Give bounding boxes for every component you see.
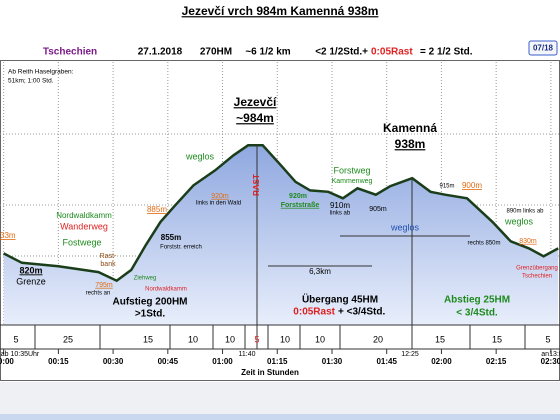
- annotation: 938m: [395, 137, 426, 151]
- annotation: Jezevčí: [234, 95, 277, 109]
- annotation: 885m: [147, 205, 167, 214]
- annotation: links ab: [330, 211, 351, 217]
- annotation: + <3/4Std.: [338, 307, 385, 318]
- annotation: 0:05Rast: [293, 307, 335, 318]
- annotation: rechts 850m: [467, 241, 500, 247]
- x-tick-label: 00:30: [103, 357, 124, 366]
- annotation: Aufstieg 200HM: [112, 297, 187, 308]
- x-tick-label: 01:45: [376, 357, 397, 366]
- annotation: >1Std.: [135, 309, 166, 320]
- segment-duration: 10: [225, 334, 235, 344]
- x-tick-label: 00:00: [0, 357, 14, 366]
- annotation: 920m: [211, 193, 229, 200]
- annotation: 830m: [519, 238, 537, 245]
- annotation: 33m: [0, 231, 16, 240]
- annotation: Forststraße: [281, 202, 320, 209]
- annotation: Tschechien: [522, 274, 552, 280]
- segment-duration: 25: [63, 334, 73, 344]
- segment-duration: 10: [280, 334, 290, 344]
- segment-duration: 15: [143, 334, 153, 344]
- annotation: Ziehweg: [134, 276, 157, 282]
- annotation: Forstweg: [333, 165, 370, 175]
- subtitle-part: 27.1.2018: [138, 47, 183, 58]
- segment-duration: 10: [315, 334, 325, 344]
- x-tick-label: 00:15: [48, 357, 69, 366]
- annotation: < 3/4Std.: [456, 308, 498, 319]
- annotation: Fostwege: [62, 237, 101, 247]
- annotation: 855m: [161, 233, 181, 242]
- footer-band: [0, 382, 560, 420]
- annotation: ~984m: [236, 111, 274, 125]
- annotation: 820m: [19, 265, 42, 275]
- annotation: Rast-: [100, 253, 117, 260]
- annotation: 11:40: [239, 351, 256, 358]
- annotation: 890m links ab: [506, 209, 544, 215]
- x-axis-label: Zeit in Stunden: [241, 368, 299, 377]
- x-tick-label: 02:00: [431, 357, 452, 366]
- page-badge: [528, 40, 558, 56]
- segment-duration: 5: [254, 334, 259, 344]
- segment-duration: 15: [435, 334, 445, 344]
- plot: [3, 62, 559, 325]
- annotation: Wanderweg: [60, 221, 108, 231]
- annotation: 12:25: [401, 351, 419, 358]
- x-tick-label: 01:30: [322, 357, 343, 366]
- annotation: Kamenná: [383, 121, 437, 135]
- footer-strip: [0, 414, 560, 420]
- annotation: 900m: [462, 181, 482, 190]
- annotation: weglos: [185, 151, 215, 161]
- x-tick-label: 02:15: [486, 357, 507, 366]
- annotation: an13:0: [541, 351, 560, 358]
- subtitle-part: ~6 1/2 km: [245, 47, 290, 58]
- page-number: 07/18: [533, 44, 554, 53]
- segment-duration: 5: [13, 334, 18, 344]
- annotation: rechts an: [86, 291, 111, 297]
- annotation: Übergang 45HM: [302, 293, 378, 306]
- segment-duration: 20: [373, 334, 383, 344]
- subtitle-part: = 2 1/2 Std.: [420, 47, 473, 58]
- annotation: 795m: [95, 282, 113, 289]
- segment-duration: 15: [492, 334, 502, 344]
- annotation: Nordwaldkamm: [145, 287, 187, 293]
- x-tick-label: 01:15: [267, 357, 288, 366]
- annotation: bank: [100, 261, 116, 268]
- annotation: Abstieg 25HM: [444, 295, 510, 306]
- annotation: 920m: [289, 193, 307, 200]
- annotation: Forststr. erreich: [160, 245, 202, 251]
- subtitle-part: Tschechien: [43, 47, 97, 58]
- annotation: 51km; 1:00 Std.: [8, 78, 54, 85]
- annotation: links in den Wald: [196, 201, 241, 207]
- annotation: Ab Reith Haselgraben:: [8, 69, 74, 76]
- annotation: Kammenweg: [332, 178, 373, 185]
- x-tick-label: 00:45: [158, 357, 179, 366]
- x-tick-label: 01:00: [212, 357, 233, 366]
- segment-duration: 10: [188, 334, 198, 344]
- annotation: weglos: [390, 222, 420, 232]
- annotation: 905m: [369, 206, 387, 213]
- elevation-line: [3, 144, 559, 283]
- chart-title: Jezevčí vrch 984m Kamenná 938m: [182, 4, 379, 18]
- annotation: ab 10:35Uhr: [1, 351, 40, 358]
- x-tick-label: 02:30: [541, 357, 560, 366]
- annotation: Nordwaldkamm: [56, 211, 112, 220]
- subtitle-part: 270HM: [200, 47, 232, 58]
- subtitle-part: 0:05Rast: [371, 47, 413, 58]
- annotation: RAST: [252, 174, 261, 196]
- subtitle-part: <2 1/2Std.+: [315, 47, 368, 58]
- annotation: 915m: [439, 184, 454, 190]
- annotation: weglos: [504, 216, 534, 226]
- elevation-area: [3, 145, 559, 325]
- annotation: Grenzübergang: [516, 266, 558, 272]
- annotation: Grenze: [16, 276, 46, 286]
- annotation: 6,3km: [309, 267, 331, 276]
- annotation: 910m: [330, 201, 350, 210]
- segment-duration: 5: [545, 334, 550, 344]
